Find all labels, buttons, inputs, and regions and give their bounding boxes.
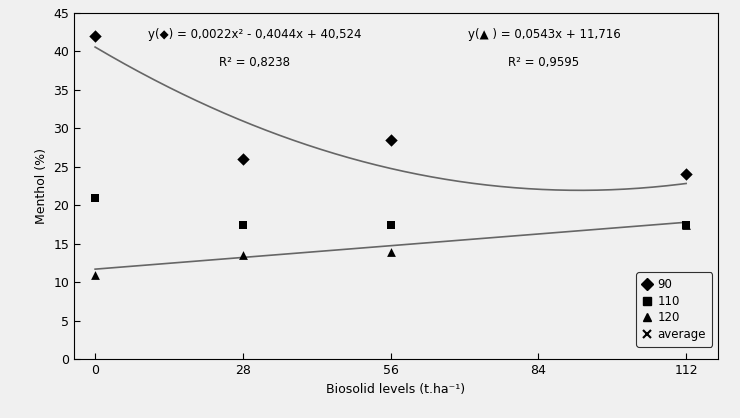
Point	[237, 155, 249, 162]
Text: y(◆) = 0,0022x² - 0,4044x + 40,524: y(◆) = 0,0022x² - 0,4044x + 40,524	[147, 28, 361, 41]
Point	[680, 171, 692, 178]
Point	[680, 221, 692, 228]
Text: y(▲ ) = 0,0543x + 11,716: y(▲ ) = 0,0543x + 11,716	[468, 28, 620, 41]
Point	[237, 221, 249, 228]
Text: R² = 0,9595: R² = 0,9595	[508, 56, 579, 69]
Point	[90, 271, 101, 278]
Point	[90, 194, 101, 201]
Point	[385, 221, 397, 228]
Legend: 90, 110, 120, average: 90, 110, 120, average	[636, 272, 712, 347]
X-axis label: Biosolid levels (t.ha⁻¹): Biosolid levels (t.ha⁻¹)	[326, 383, 465, 396]
Point	[90, 32, 101, 39]
Point	[385, 136, 397, 143]
Y-axis label: Menthol (%): Menthol (%)	[35, 148, 47, 224]
Point	[385, 248, 397, 255]
Text: R² = 0,8238: R² = 0,8238	[219, 56, 290, 69]
Point	[680, 221, 692, 228]
Point	[237, 252, 249, 259]
